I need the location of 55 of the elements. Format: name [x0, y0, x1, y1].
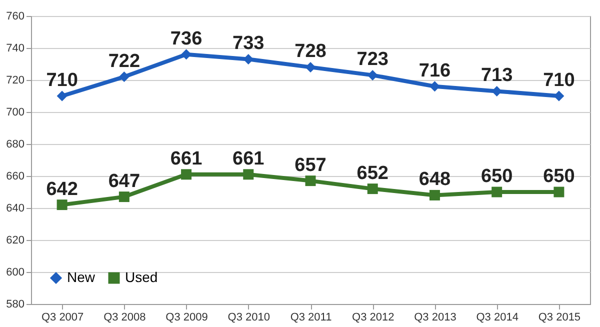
data-label: 650	[543, 166, 575, 187]
data-label: 661	[170, 148, 203, 170]
data-label: 728	[294, 41, 326, 62]
x-tick-label: Q3 2012	[352, 312, 394, 324]
legend-label: New	[67, 269, 96, 285]
point	[56, 200, 68, 210]
data-label: 652	[356, 162, 388, 184]
data-label: 642	[46, 178, 78, 200]
x-tick-label: Q3 2010	[228, 312, 270, 324]
point	[56, 90, 68, 102]
x-tick-label: Q3 2011	[290, 312, 332, 324]
point	[243, 54, 254, 64]
data-label: 736	[170, 28, 202, 50]
data-label: 650	[480, 166, 513, 187]
y-tick-label: 700	[6, 106, 24, 118]
data-label: 723	[356, 49, 388, 70]
point	[554, 90, 564, 102]
y-tick-label: 620	[6, 234, 24, 246]
point	[554, 186, 564, 198]
x-tick-label: Q3 2007	[41, 312, 84, 324]
point	[492, 186, 502, 198]
point	[367, 70, 378, 80]
data-label: 710	[46, 70, 78, 91]
point	[429, 190, 440, 200]
point	[118, 192, 130, 202]
legend-label: Used	[125, 269, 158, 285]
data-label: 716	[418, 60, 451, 82]
point	[305, 176, 316, 186]
x-tick-label: Q3 2013	[414, 312, 456, 324]
data-label: 647	[108, 170, 140, 192]
y-tick-label: 660	[6, 170, 24, 182]
point	[305, 62, 316, 72]
point	[243, 169, 254, 180]
y-tick-label: 720	[6, 74, 24, 86]
data-label: 713	[480, 65, 513, 86]
point	[367, 184, 378, 194]
x-tick-label: Q3 2009	[166, 312, 208, 324]
y-tick-label: 600	[6, 266, 24, 278]
x-tick-label: Q3 2014	[476, 312, 518, 324]
x-tick-label: Q3 2015	[538, 312, 581, 324]
y-tick-label: 760	[6, 10, 24, 22]
y-tick-label: 740	[6, 42, 24, 54]
point	[118, 72, 130, 82]
data-label: 648	[418, 169, 451, 190]
point	[181, 169, 192, 180]
data-label: 661	[232, 148, 265, 170]
data-label: 657	[294, 154, 326, 176]
x-tick-label: Q3 2008	[104, 312, 146, 324]
y-tick-label: 680	[6, 138, 24, 150]
data-label: 710	[543, 70, 575, 91]
y-tick-label: 640	[6, 202, 24, 214]
data-label: 722	[108, 50, 140, 72]
point	[429, 81, 440, 92]
data-label: 733	[232, 33, 264, 54]
y-tick-label: 580	[6, 298, 24, 310]
